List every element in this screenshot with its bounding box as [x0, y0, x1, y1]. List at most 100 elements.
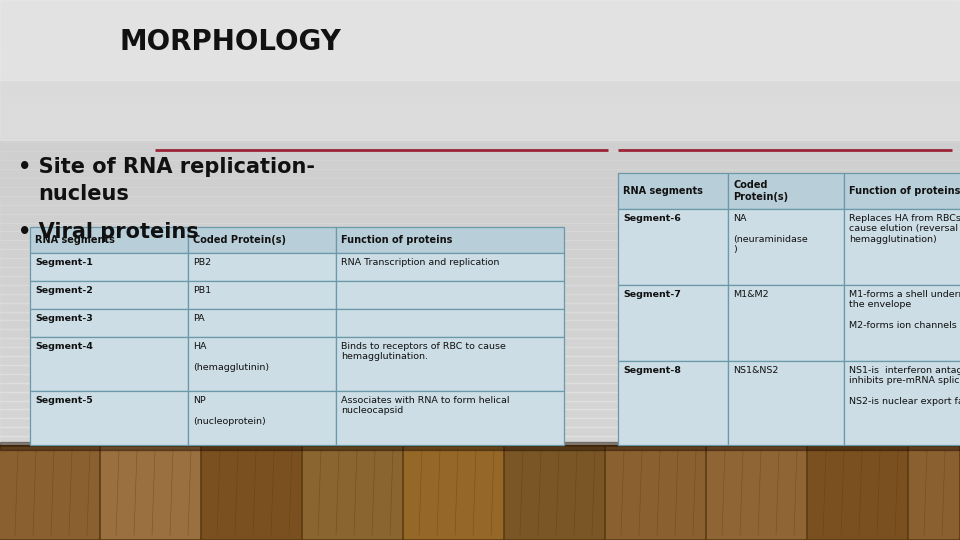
Bar [0, 169, 960, 178]
Text: Binds to receptors of RBC to cause
hemagglutination.: Binds to receptors of RBC to cause hemag… [341, 342, 506, 361]
Text: MORPHOLOGY: MORPHOLOGY [120, 28, 342, 56]
Bar [0, 71, 960, 80]
Text: Segment-8: Segment-8 [623, 366, 681, 375]
Text: RNA segments: RNA segments [623, 186, 703, 196]
FancyBboxPatch shape [728, 285, 844, 361]
Bar [0, 427, 960, 436]
Text: RNA segments: RNA segments [35, 235, 115, 245]
Text: NS1-is  interferon antagonist &
inhibits pre-mRNA splicing

NS2-is nuclear expor: NS1-is interferon antagonist & inhibits … [849, 366, 960, 406]
Bar [0, 0, 960, 445]
Bar [0, 53, 960, 62]
Bar [0, 374, 960, 383]
FancyBboxPatch shape [844, 285, 960, 361]
Bar [0, 232, 960, 240]
Text: Coded Protein(s): Coded Protein(s) [193, 235, 286, 245]
Bar [0, 294, 960, 302]
Text: Segment-3: Segment-3 [35, 314, 93, 323]
Bar [0, 276, 960, 285]
Bar [202, 447, 300, 538]
Text: Function of proteins: Function of proteins [341, 235, 452, 245]
FancyBboxPatch shape [618, 209, 728, 285]
Bar [0, 302, 960, 312]
Bar [0, 0, 960, 140]
Bar [0, 436, 960, 445]
FancyBboxPatch shape [30, 337, 188, 391]
FancyBboxPatch shape [188, 309, 336, 337]
Text: M1-forms a shell underneath
the envelope

M2-forms ion channels: M1-forms a shell underneath the envelope… [849, 290, 960, 330]
Text: • Viral proteins: • Viral proteins [18, 222, 199, 242]
Bar [0, 44, 960, 53]
Bar [0, 9, 960, 18]
FancyBboxPatch shape [618, 361, 728, 445]
Bar [0, 133, 960, 143]
Text: HA

(hemagglutinin): HA (hemagglutinin) [193, 342, 269, 372]
Bar [101, 447, 199, 538]
Text: • Site of RNA replication-: • Site of RNA replication- [18, 157, 315, 177]
Bar [0, 26, 960, 36]
Text: Segment-2: Segment-2 [35, 286, 93, 295]
Bar [0, 205, 960, 214]
Bar [0, 365, 960, 374]
Bar [0, 409, 960, 418]
FancyBboxPatch shape [728, 361, 844, 445]
Bar [0, 258, 960, 267]
FancyBboxPatch shape [188, 227, 336, 253]
FancyBboxPatch shape [618, 285, 728, 361]
FancyBboxPatch shape [30, 253, 188, 281]
Text: Associates with RNA to form helical
nucleocapsid: Associates with RNA to form helical nucl… [341, 396, 510, 415]
Bar [0, 320, 960, 329]
Bar [0, 401, 960, 409]
FancyBboxPatch shape [336, 337, 564, 391]
Text: PB2: PB2 [193, 258, 211, 267]
FancyBboxPatch shape [188, 281, 336, 309]
Bar [0, 98, 960, 107]
Bar [0, 18, 960, 26]
Bar [0, 267, 960, 276]
FancyBboxPatch shape [336, 391, 564, 445]
Bar [0, 196, 960, 205]
Bar [0, 178, 960, 187]
Bar [0, 418, 960, 427]
Text: Coded
Protein(s): Coded Protein(s) [733, 180, 788, 202]
Bar [505, 447, 603, 538]
Bar [0, 0, 960, 80]
FancyBboxPatch shape [728, 209, 844, 285]
Bar [606, 447, 704, 538]
FancyBboxPatch shape [30, 227, 188, 253]
FancyBboxPatch shape [618, 173, 728, 209]
FancyBboxPatch shape [336, 227, 564, 253]
FancyBboxPatch shape [30, 309, 188, 337]
FancyBboxPatch shape [188, 391, 336, 445]
Text: PB1: PB1 [193, 286, 211, 295]
Text: NP

(nucleoprotein): NP (nucleoprotein) [193, 396, 266, 426]
Text: nucleus: nucleus [38, 184, 129, 204]
FancyBboxPatch shape [336, 253, 564, 281]
Bar [0, 356, 960, 365]
Text: Replaces HA from RBCs to
cause elution (reversal of
hemagglutination): Replaces HA from RBCs to cause elution (… [849, 214, 960, 244]
FancyBboxPatch shape [728, 173, 844, 209]
Bar [0, 447, 98, 538]
Bar [0, 107, 960, 116]
Bar [0, 329, 960, 338]
Bar [0, 151, 960, 160]
Bar [0, 312, 960, 320]
FancyBboxPatch shape [844, 361, 960, 445]
FancyBboxPatch shape [336, 281, 564, 309]
Text: NA

(neuraminidase
): NA (neuraminidase ) [733, 214, 807, 254]
Text: Segment-1: Segment-1 [35, 258, 93, 267]
Bar [0, 442, 960, 450]
Text: NS1&NS2: NS1&NS2 [733, 366, 779, 375]
Bar [808, 447, 906, 538]
Bar [404, 447, 502, 538]
Bar [0, 125, 960, 133]
Bar [707, 447, 805, 538]
Text: RNA Transcription and replication: RNA Transcription and replication [341, 258, 499, 267]
Bar [0, 36, 960, 44]
Bar [0, 347, 960, 356]
Bar [0, 143, 960, 151]
Bar [909, 447, 958, 538]
FancyBboxPatch shape [30, 281, 188, 309]
Bar [0, 116, 960, 125]
Text: PA: PA [193, 314, 204, 323]
FancyBboxPatch shape [844, 173, 960, 209]
